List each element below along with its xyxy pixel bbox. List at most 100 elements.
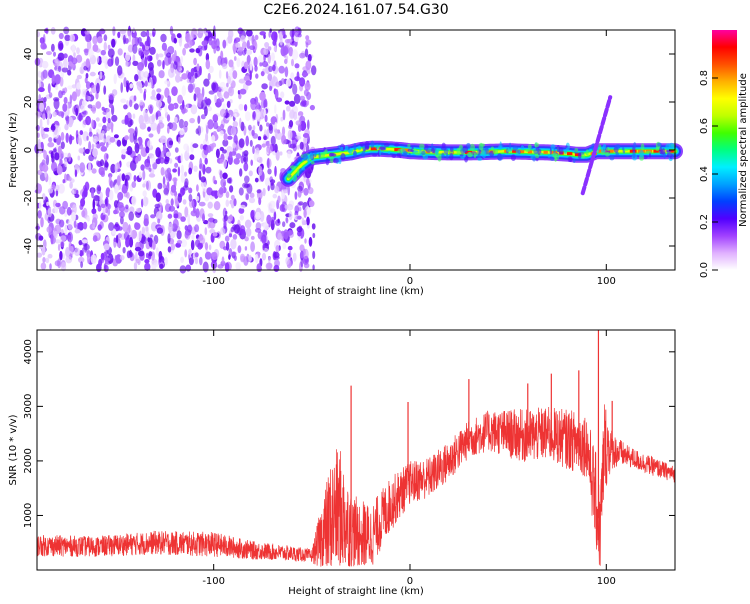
noise-speckle <box>211 40 217 50</box>
noise-speckle <box>274 143 278 153</box>
noise-speckle <box>297 123 302 132</box>
noise-speckle <box>198 234 204 241</box>
noise-speckle <box>299 141 304 150</box>
noise-speckle <box>109 180 114 189</box>
noise-speckle <box>171 86 178 97</box>
noise-speckle <box>274 165 277 177</box>
ridge-speckle <box>441 152 445 159</box>
noise-speckle <box>107 58 114 67</box>
ridge-speckle <box>329 155 334 164</box>
ridge-speckle <box>661 148 666 155</box>
noise-speckle <box>42 113 46 120</box>
noise-speckle <box>200 176 207 183</box>
noise-speckle <box>207 106 213 112</box>
noise-speckle <box>297 111 304 117</box>
noise-speckle <box>270 182 275 191</box>
noise-speckle <box>299 52 306 59</box>
ridge-peak <box>370 147 378 151</box>
noise-speckle <box>248 197 256 204</box>
noise-speckle <box>160 135 167 144</box>
noise-speckle <box>115 234 119 244</box>
noise-speckle <box>213 180 218 185</box>
ridge-speckle <box>577 152 582 159</box>
noise-speckle <box>113 73 117 85</box>
noise-speckle <box>226 82 229 88</box>
noise-speckle <box>179 265 187 274</box>
noise-speckle <box>264 114 268 123</box>
ridge-speckle <box>477 157 483 161</box>
noise-speckle <box>83 61 87 68</box>
noise-speckle <box>311 65 317 76</box>
y-tick-label: -20 <box>23 190 34 206</box>
noise-speckle <box>98 123 103 127</box>
noise-speckle <box>204 227 208 236</box>
noise-speckle <box>207 220 211 229</box>
noise-speckle <box>239 204 246 209</box>
noise-speckle <box>281 201 288 213</box>
noise-speckle <box>286 38 293 43</box>
snr-panel: -100 0 100 1000 2000 3000 4000 Height of stra… <box>8 329 676 597</box>
noise-speckle <box>191 27 198 39</box>
noise-speckle <box>43 127 50 132</box>
noise-speckle <box>59 77 64 87</box>
noise-speckle <box>207 201 213 209</box>
noise-speckle <box>165 172 173 182</box>
noise-speckle <box>57 52 65 61</box>
noise-speckle <box>226 177 232 184</box>
noise-speckle <box>233 158 240 165</box>
noise-speckle <box>184 206 189 218</box>
noise-speckle <box>113 134 119 139</box>
noise-speckle <box>121 185 128 194</box>
noise-speckle <box>200 114 206 120</box>
noise-speckle <box>149 107 153 113</box>
noise-speckle <box>212 114 219 123</box>
noise-speckle <box>249 45 256 51</box>
noise-speckle <box>62 152 69 158</box>
y-tick-label: 4000 <box>23 339 34 364</box>
noise-speckle <box>155 53 159 61</box>
ridge-speckle <box>375 144 380 150</box>
ridge-speckle <box>413 150 419 153</box>
noise-speckle <box>274 185 280 194</box>
noise-speckle <box>198 170 202 181</box>
ridge-speckle <box>446 152 449 160</box>
noise-speckle <box>283 137 287 145</box>
noise-speckle <box>244 104 248 112</box>
noise-speckle <box>103 85 107 95</box>
noise-speckle <box>80 69 84 74</box>
noise-speckle <box>103 264 109 273</box>
noise-speckle <box>133 262 138 270</box>
noise-speckle <box>167 213 173 219</box>
noise-speckle <box>274 128 278 139</box>
noise-speckle <box>268 124 274 134</box>
x-tick-label: 100 <box>597 576 616 587</box>
top-y-ticks: -40 -20 0 20 40 <box>23 48 675 254</box>
ridge-speckle <box>372 153 377 157</box>
noise-speckle <box>151 155 156 165</box>
noise-speckle <box>190 104 198 115</box>
noise-speckle <box>230 194 235 200</box>
colorbar-label: Normalized spectral amplitude <box>738 73 749 227</box>
noise-speckle <box>50 233 54 245</box>
noise-speckle <box>134 74 139 82</box>
ridge-speckle <box>404 154 408 157</box>
noise-speckle <box>280 116 284 122</box>
noise-speckle <box>84 77 88 84</box>
noise-speckle <box>202 213 205 223</box>
ridge-speckle <box>563 149 568 155</box>
noise-speckle <box>292 83 298 95</box>
noise-speckle <box>210 190 218 197</box>
noise-speckle <box>168 140 174 146</box>
noise-speckle <box>80 198 86 207</box>
noise-speckle <box>225 241 230 251</box>
noise-speckle <box>142 190 147 198</box>
noise-speckle <box>104 198 108 205</box>
noise-speckle <box>228 151 233 159</box>
noise-speckle <box>248 255 252 262</box>
noise-speckle <box>51 43 55 52</box>
noise-speckle <box>138 230 142 241</box>
noise-speckle <box>243 162 249 172</box>
noise-speckle <box>228 254 231 260</box>
noise-speckle <box>308 187 314 195</box>
noise-speckle <box>42 133 49 138</box>
